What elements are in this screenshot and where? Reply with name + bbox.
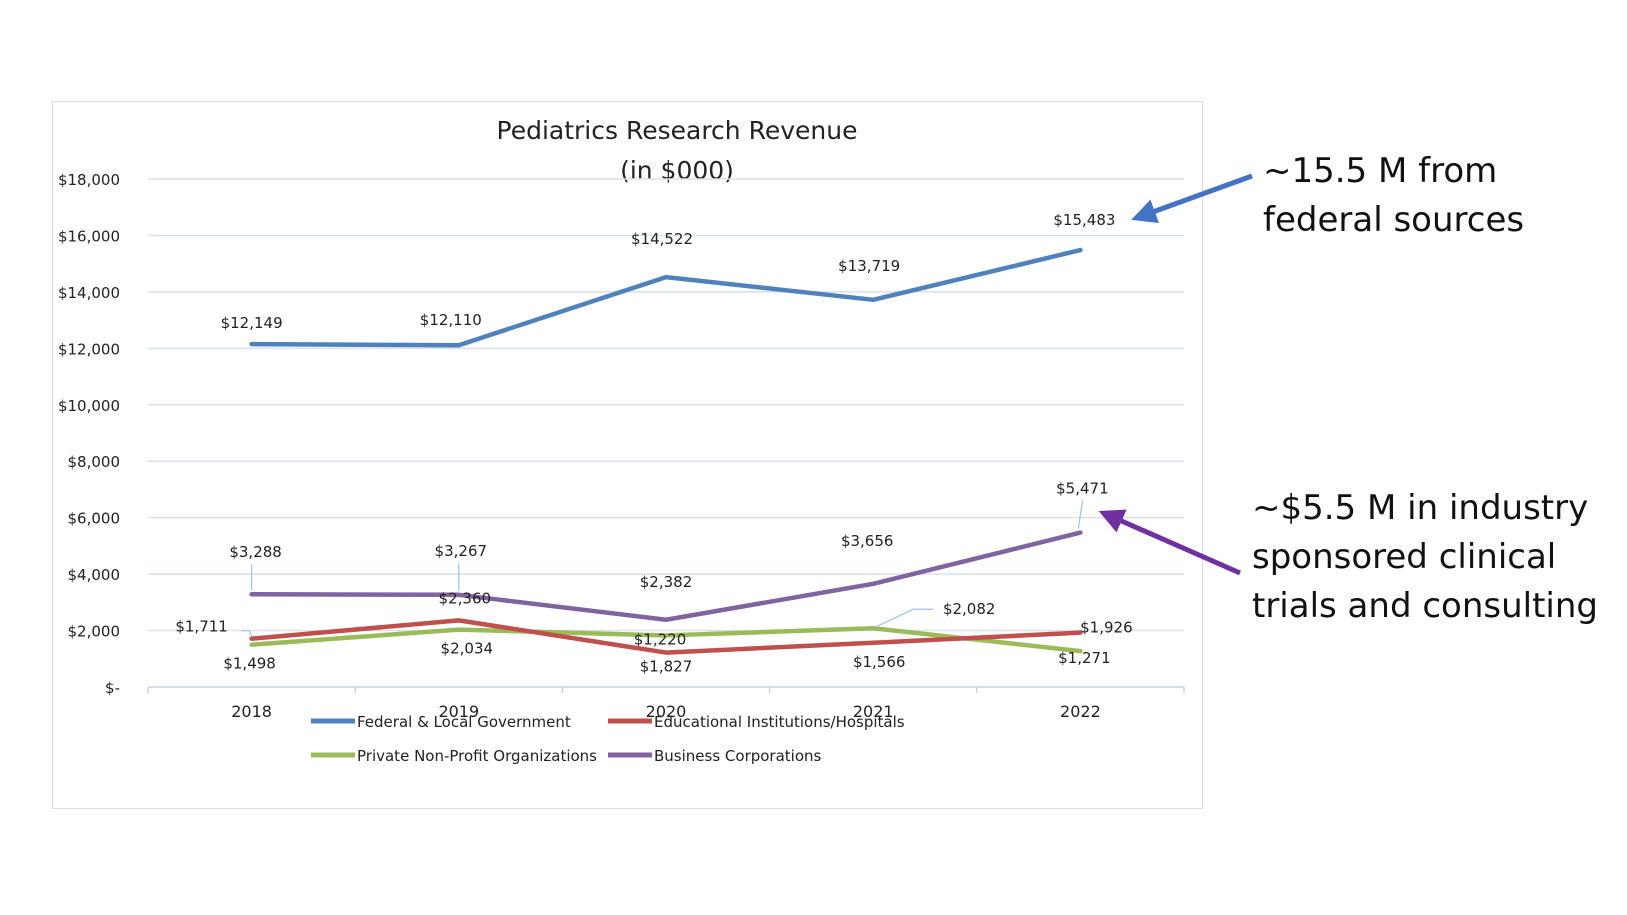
data-label: $1,827 [640, 657, 693, 675]
data-label: $12,149 [221, 314, 283, 332]
x-tick-label: 2020 [646, 702, 687, 721]
data-label: $14,522 [631, 230, 693, 248]
y-tick-label: $2,000 [68, 623, 121, 641]
data-label: $1,498 [223, 655, 276, 673]
series-line [249, 247, 1083, 348]
legend-label: Educational Institutions/Hospitals [654, 713, 905, 731]
chart-title: Pediatrics Research Revenue [497, 116, 858, 145]
legend: Federal & Local Government Educational In… [311, 713, 905, 765]
data-label: $2,382 [640, 573, 693, 591]
label-leader-line [1077, 500, 1083, 529]
data-labels: $12,149 $12,110 $14,522 $13,719 $15,483 $1,71… [175, 211, 1132, 675]
series-line [249, 625, 1083, 654]
data-label: $15,483 [1053, 211, 1115, 229]
legend-label: Private Non-Profit Organizations [357, 747, 597, 765]
y-tick-label: $4,000 [68, 566, 121, 584]
y-tick-label: $8,000 [68, 453, 121, 471]
x-tick-label: 2022 [1060, 702, 1101, 721]
y-tick-label: $16,000 [58, 227, 120, 245]
data-label: $1,566 [853, 653, 906, 671]
data-label: $3,267 [435, 542, 488, 560]
data-label: $2,082 [943, 600, 996, 618]
data-label: $12,110 [420, 311, 482, 329]
chart-frame: Pediatrics Research Revenue (in $000) $-… [52, 101, 1203, 809]
data-label: $2,360 [439, 589, 492, 607]
line-chart: Pediatrics Research Revenue (in $000) $-… [58, 116, 1185, 765]
data-label: $2,034 [441, 640, 494, 658]
legend-label: Federal & Local Government [357, 713, 571, 731]
y-tick-label: $- [105, 679, 120, 697]
legend-label: Business Corporations [654, 747, 822, 765]
data-label: $1,220 [634, 631, 687, 649]
data-label: $5,471 [1056, 480, 1109, 498]
y-tick-label: $14,000 [58, 284, 120, 302]
chart-subtitle: (in $000) [620, 156, 734, 185]
series-lines [249, 247, 1083, 655]
label-leader-line [241, 630, 253, 637]
y-tick-label: $10,000 [58, 397, 120, 415]
gridlines [148, 178, 1184, 632]
y-tick-label: $18,000 [58, 171, 120, 189]
data-label: $1,926 [1080, 619, 1133, 637]
label-leader-line [876, 608, 934, 627]
series-line [249, 618, 1083, 655]
data-label: $13,719 [838, 257, 900, 275]
callout-industry-text: ~$5.5 M in industry sponsored clinical t… [1252, 488, 1598, 626]
y-tick-label: $6,000 [68, 510, 121, 528]
y-tick-label: $12,000 [58, 340, 120, 358]
x-tick-label: 2021 [853, 702, 894, 721]
data-label: $3,288 [229, 543, 282, 561]
data-label: $1,271 [1058, 649, 1111, 667]
series-line [249, 530, 1083, 623]
data-label: $1,711 [175, 618, 228, 636]
axes: $- $2,000 $4,000 $6,000 $8,000 $10,000 $12,000… [58, 171, 1185, 721]
x-tick-label: 2018 [231, 702, 272, 721]
x-tick-label: 2019 [438, 702, 479, 721]
data-label: $3,656 [841, 532, 894, 550]
callout-federal-text: ~15.5 M from federal sources [1263, 151, 1525, 240]
